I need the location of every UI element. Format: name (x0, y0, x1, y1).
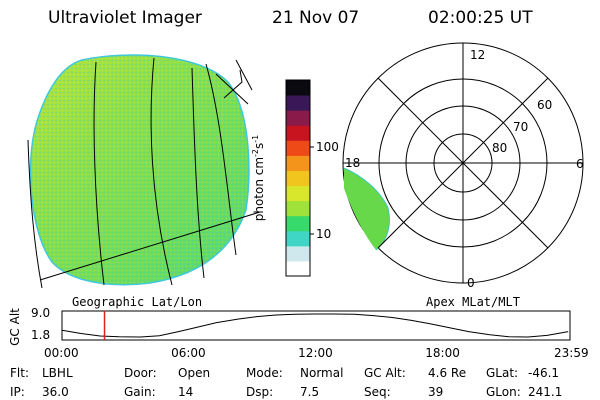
info-label: GLon: (486, 385, 521, 399)
info-value: LBHL (42, 366, 73, 380)
info-value: 14 (178, 385, 194, 399)
geographic-caption: Geographic Lat/Lon (72, 295, 203, 309)
colorbar-segment (286, 110, 310, 126)
colorbar-segment (286, 230, 310, 247)
info-value: -46.1 (528, 366, 560, 380)
colorbar-segment (286, 95, 310, 111)
colorbar-tick-100: 100 (316, 140, 339, 154)
info-value: Open (178, 366, 211, 380)
colorbar-segment (286, 125, 310, 141)
mlt-label-18: 18 (345, 156, 361, 170)
polar-plot (342, 42, 584, 284)
info-label: Seq: (364, 385, 391, 399)
lat-label-70: 70 (513, 120, 529, 134)
orbit-tick-label: 06:00 (171, 346, 206, 360)
info-label: Mode: (246, 366, 283, 380)
orbit-tick-label: 12:00 (298, 346, 333, 360)
info-label: GLat: (486, 366, 519, 380)
lat-label-60: 60 (537, 98, 553, 112)
apex-caption: Apex MLat/MLT (426, 295, 520, 309)
instrument-title: Ultraviolet Imager (48, 8, 202, 28)
colorbar-segment (286, 245, 310, 262)
colorbar-segment (286, 215, 310, 232)
orbit-tick-label: 18:00 (425, 346, 460, 360)
colorbar-segment (286, 200, 310, 217)
orbit-ylabel: GC Alt (8, 308, 22, 346)
colorbar-unit-label: photon cm-2s-1 (251, 134, 266, 222)
orbit-plot (61, 310, 571, 341)
info-value: Normal (300, 366, 344, 380)
mlt-label-0: 0 (467, 276, 475, 290)
colorbar-segment (286, 170, 310, 187)
earth-image (29, 54, 250, 286)
colorbar-tick-10: 10 (316, 227, 332, 241)
lat-label-80: 80 (492, 141, 508, 155)
auroral-patch (344, 168, 390, 250)
info-label: Gain: (124, 385, 156, 399)
info-value: 36.0 (42, 385, 69, 399)
info-label: Door: (124, 366, 157, 380)
colorbar-segment (286, 260, 310, 277)
info-label: Dsp: (246, 385, 274, 399)
observation-time: 02:00:25 UT (428, 8, 533, 28)
colorbar-segment (286, 185, 310, 202)
info-label: GC Alt: (364, 366, 406, 380)
colorbar (285, 79, 311, 277)
mlt-label-6: 6 (576, 157, 584, 171)
mlt-label-12: 12 (470, 48, 486, 62)
orbit-tick-label: 00:00 (44, 346, 79, 360)
info-value: 39 (428, 385, 444, 399)
orbit-ymax: 9.0 (31, 306, 51, 320)
colorbar-segment (286, 155, 310, 171)
orbit-tick-label: 23:59 (554, 346, 589, 360)
colorbar-segment (286, 140, 310, 156)
info-value: 241.1 (528, 385, 563, 399)
info-label: IP: (10, 385, 25, 399)
info-value: 7.5 (300, 385, 320, 399)
info-label: Flt: (10, 366, 29, 380)
colorbar-segment (286, 80, 310, 96)
orbit-ymin: 1.8 (31, 328, 51, 342)
colorbar-border (285, 79, 311, 277)
observation-date: 21 Nov 07 (272, 8, 360, 28)
info-value: 4.6 Re (428, 366, 467, 380)
orbit-altitude-curve (61, 313, 569, 338)
geographic-grid (27, 57, 261, 289)
